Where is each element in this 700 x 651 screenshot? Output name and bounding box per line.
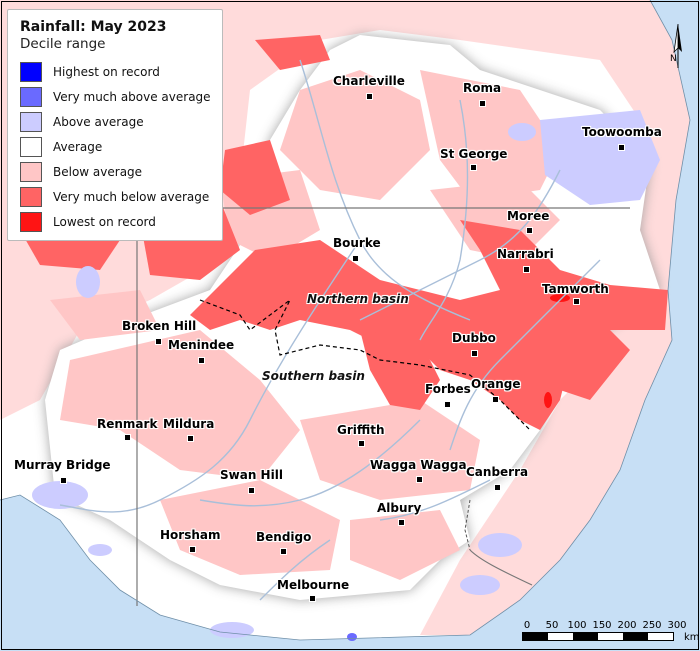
below-average-patches — [50, 70, 560, 580]
town-marker — [309, 595, 316, 602]
legend-subtitle: Decile range — [20, 36, 106, 52]
legend-swatch — [20, 111, 42, 132]
town-label-tamworth: Tamworth — [542, 282, 609, 296]
town-marker — [398, 519, 405, 526]
town-marker — [248, 487, 255, 494]
town-label-canberra: Canberra — [466, 465, 529, 479]
town-marker — [60, 477, 67, 484]
north-arrow-icon — [673, 23, 682, 68]
legend-label: Above average — [53, 114, 144, 129]
legend-swatch — [20, 61, 42, 82]
legend-item: Average — [20, 134, 222, 159]
town-marker — [358, 440, 365, 447]
town-marker — [523, 266, 530, 273]
town-label-narrabri: Narrabri — [497, 247, 554, 261]
town-label-orange: Orange — [471, 377, 521, 391]
legend-items: Highest on record Very much above average… — [20, 59, 222, 234]
town-label-forbes: Forbes — [425, 382, 471, 396]
legend-item: Below average — [20, 159, 222, 184]
town-marker — [189, 546, 196, 553]
town-label-albury: Albury — [377, 501, 422, 515]
legend-item: Very much above average — [20, 84, 222, 109]
very-much-above-average-patches — [347, 633, 357, 641]
legend-label: Average — [53, 139, 103, 154]
town-label-mildura: Mildura — [163, 417, 215, 431]
town-label-swan-hill: Swan Hill — [220, 468, 283, 482]
rivers — [59, 59, 601, 601]
legend-label: Very much above average — [53, 89, 211, 104]
town-marker — [187, 435, 194, 442]
legend-swatch — [20, 186, 42, 207]
scale-unit: km — [684, 632, 700, 643]
town-marker — [573, 298, 580, 305]
town-marker — [198, 357, 205, 364]
town-marker — [352, 255, 359, 262]
scale-tick-label: 200 — [617, 620, 637, 631]
town-label-bendigo: Bendigo — [256, 530, 312, 544]
legend-label: Lowest on record — [53, 214, 156, 229]
scale-tick-label: 150 — [592, 620, 612, 631]
legend-swatch — [20, 211, 42, 232]
town-marker — [280, 548, 287, 555]
vic-nsw-border — [464, 499, 471, 551]
lowest-on-record-patches — [544, 294, 570, 408]
town-label-wagga-wagga: Wagga Wagga — [370, 458, 467, 472]
scale-tick-label: 0 — [523, 620, 531, 631]
town-label-bourke: Bourke — [333, 236, 381, 250]
town-marker — [479, 100, 486, 107]
legend-swatch — [20, 136, 42, 157]
town-label-toowoomba: Toowoomba — [582, 125, 662, 139]
scale-tick-label: 50 — [545, 620, 559, 631]
town-label-griffith: Griffith — [337, 423, 385, 437]
town-label-roma: Roma — [463, 81, 502, 95]
legend-swatch — [20, 86, 42, 107]
basin-divide — [199, 299, 531, 431]
scale-tick-label: 250 — [642, 620, 662, 631]
town-marker — [366, 93, 373, 100]
legend-title: Rainfall: May 2023 — [20, 19, 167, 35]
scale-tick-label: 100 — [567, 620, 587, 631]
town-marker — [444, 401, 451, 408]
town-label-menindee: Menindee — [168, 338, 235, 352]
town-marker — [494, 484, 501, 491]
town-marker — [416, 476, 423, 483]
town-label-murray-bridge: Murray Bridge — [14, 458, 111, 472]
town-label-dubbo: Dubbo — [452, 331, 496, 345]
northern-basin-label: Northern basin — [307, 292, 409, 306]
town-marker — [471, 350, 478, 357]
scale-tick-label: 300 — [667, 620, 687, 631]
above-average-patches — [32, 110, 660, 638]
town-marker — [618, 144, 625, 151]
town-marker — [155, 338, 162, 345]
town-label-broken-hill: Broken Hill — [122, 319, 197, 333]
town-marker — [470, 164, 477, 171]
town-marker — [492, 396, 499, 403]
legend-item: Above average — [20, 109, 222, 134]
southern-basin-label: Southern basin — [262, 369, 365, 383]
legend-label: Below average — [53, 164, 143, 179]
legend-item: Very much below average — [20, 184, 222, 209]
legend-swatch — [20, 161, 42, 182]
town-label-st-george: St George — [440, 147, 508, 161]
legend-label: Highest on record — [53, 64, 160, 79]
town-marker — [526, 227, 533, 234]
town-label-charleville: Charleville — [333, 74, 405, 88]
legend-label: Very much below average — [53, 189, 210, 204]
coastline — [0, 0, 691, 641]
town-label-moree: Moree — [507, 209, 550, 223]
legend-item: Highest on record — [20, 59, 222, 84]
scale-segments — [522, 632, 674, 641]
town-label-renmark: Renmark — [97, 417, 158, 431]
town-label-horsham: Horsham — [160, 528, 221, 542]
town-label-melbourne: Melbourne — [277, 578, 350, 592]
north-arrow-label: N — [670, 54, 677, 64]
legend-item: Lowest on record — [20, 209, 222, 234]
legend-panel: Rainfall: May 2023 Decile range Highest … — [7, 9, 223, 241]
town-marker — [124, 434, 131, 441]
